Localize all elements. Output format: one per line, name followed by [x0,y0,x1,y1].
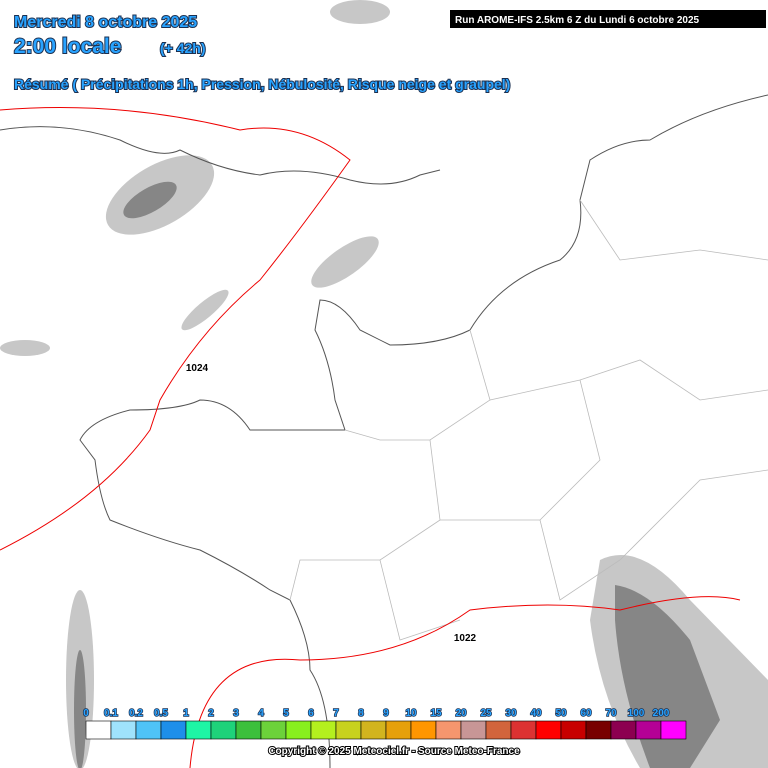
legend-swatch [285,720,312,740]
legend-label: 40 [530,708,542,719]
legend-label: 60 [580,708,592,719]
legend-label: 0.1 [104,708,118,719]
isobars: 1024 1022 [0,107,741,768]
legend-swatch [385,720,412,740]
legend-label: 25 [480,708,492,719]
legend-swatch [560,720,587,740]
legend-swatch [260,720,287,740]
legend-label: 200 [653,708,670,719]
isobar-label: 1022 [454,633,477,644]
legend-label: 3 [233,708,239,719]
date: Mercredi 8 octobre 2025 [14,14,197,31]
legend-swatch [460,720,487,740]
legend-swatch [310,720,337,740]
legend-swatch [360,720,387,740]
legend-swatch [485,720,512,740]
legend-swatch [335,720,362,740]
legend: 0 0.1 0.2 0.5 1 2 3 4 5 6 7 8 9 10 15 20 25 30 40 50 60 70 100… [82,707,687,740]
legend-label: 6 [308,708,314,719]
legend-swatch [585,720,612,740]
legend-label: 10 [405,708,417,719]
legend-label: 15 [430,708,442,719]
legend-swatch [185,720,212,740]
lead: (+ 42h) [160,40,206,56]
legend-swatch [235,720,262,740]
legend-swatch [610,720,637,740]
legend-swatch [535,720,562,740]
run: Run AROME-IFS 2.5km 6 Z du Lundi 6 octob… [455,15,700,26]
legend-label: 9 [383,708,389,719]
borders [289,199,768,641]
legend-label: 0.5 [154,708,168,719]
copyright: Copyright © 2025 Meteociel.fr - Source M… [268,746,520,757]
legend-swatch [85,720,112,740]
legend-label: 50 [555,708,567,719]
product: Résumé ( Précipitations 1h, Pression, Né… [14,76,510,92]
coastline [0,94,768,768]
legend-label: 4 [258,708,264,719]
run-box [450,10,766,28]
legend-label: 30 [505,708,517,719]
legend-label: 20 [455,708,467,719]
legend-swatch [210,720,237,740]
legend-label: 0 [83,708,89,719]
legend-swatch [410,720,437,740]
legend-swatch [510,720,537,740]
legend-label: 70 [605,708,617,719]
legend-label: 7 [333,708,339,719]
legend-label: 8 [358,708,364,719]
legend-label: 100 [628,708,645,719]
legend-label: 0.2 [129,708,143,719]
legend-label: 1 [183,708,189,719]
legend-swatch [660,720,687,740]
legend-swatch [435,720,462,740]
legend-label: 5 [283,708,289,719]
legend-label: 2 [208,708,214,719]
legend-swatch [135,720,162,740]
legend-swatch [160,720,187,740]
time: 2:00 locale [14,35,121,58]
legend-swatch [110,720,137,740]
isobar-label: 1024 [186,363,209,374]
legend-swatch [635,720,662,740]
